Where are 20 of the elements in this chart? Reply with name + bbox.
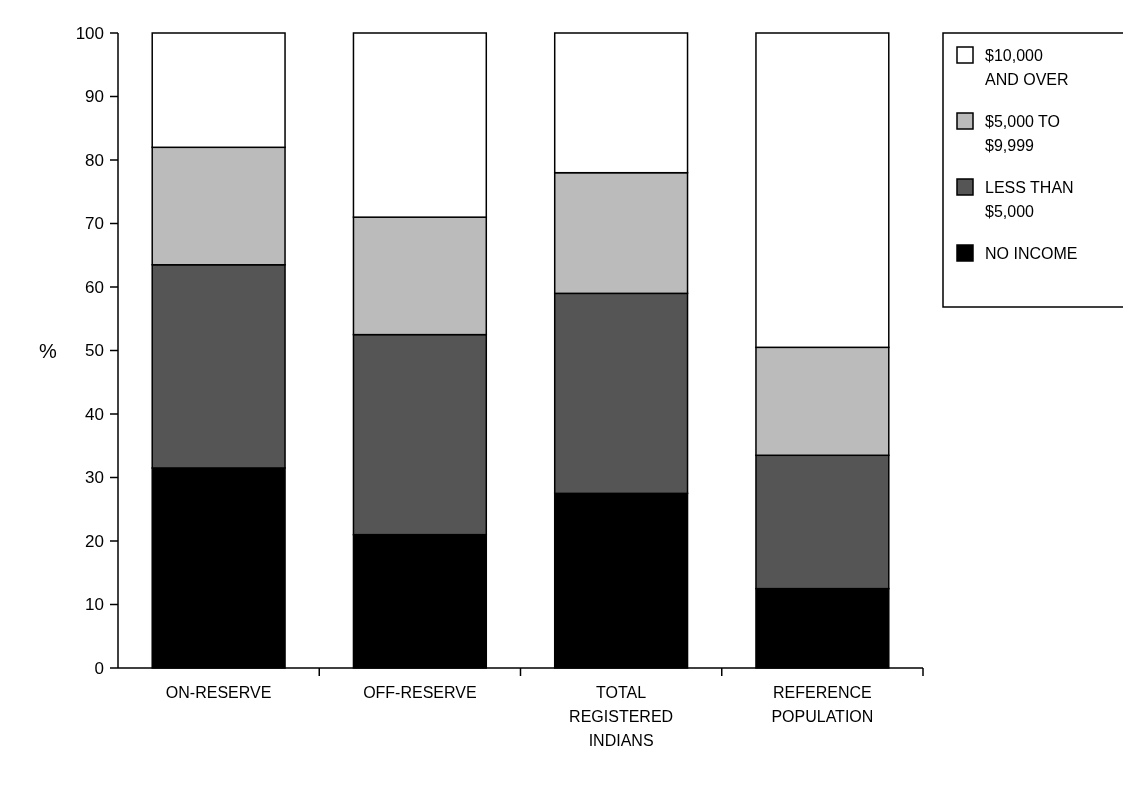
y-tick-label: 70 (85, 214, 104, 234)
y-tick-label: 10 (85, 595, 104, 615)
y-tick-label: 60 (85, 277, 104, 297)
y-tick-label: 30 (85, 468, 104, 488)
y-tick-label: 50 (85, 341, 104, 361)
y-tick-label: 40 (85, 404, 104, 424)
y-axis-title: % (39, 339, 58, 362)
legend-label: $10,000 AND OVER (985, 47, 1069, 88)
y-tick-label: 0 (94, 658, 104, 678)
y-tick-label: 20 (85, 531, 104, 551)
x-tick-label: ON-RESERVE (165, 684, 272, 701)
legend-label: LESS THAN $5,000 (985, 179, 1074, 220)
y-tick-label: 100 (75, 23, 104, 43)
x-tick-label: OFF-RESERVE (363, 684, 477, 701)
legend-label: NO INCOME (985, 245, 1078, 262)
x-tick-label: TOTAL REGISTERED INDIANS (569, 684, 674, 749)
y-tick-label: 80 (85, 150, 104, 170)
y-tick-label: 90 (85, 87, 104, 107)
x-tick-label: REFERENCE POPULATION (771, 684, 874, 725)
legend-label: $5,000 TO $9,999 (985, 113, 1061, 154)
